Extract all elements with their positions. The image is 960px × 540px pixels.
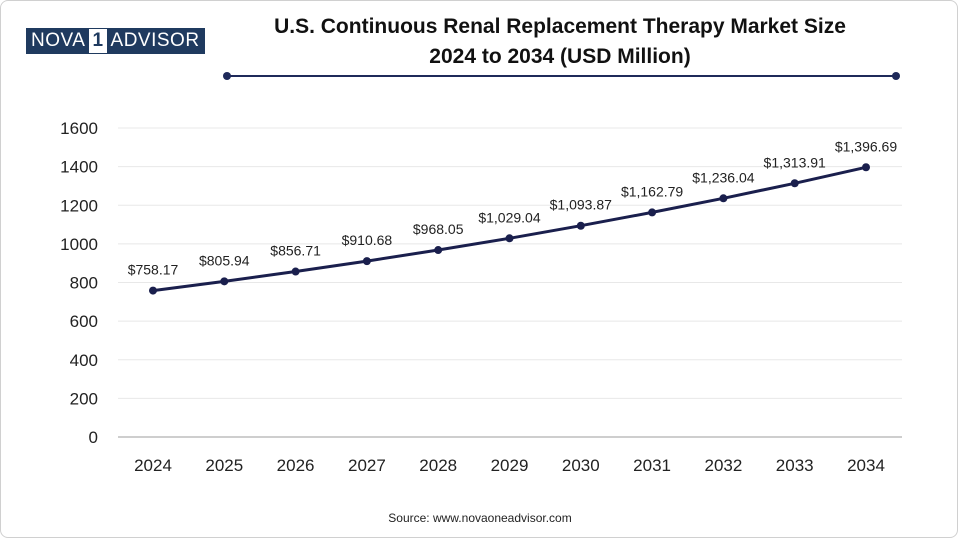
brand-logo-part2: 1 bbox=[88, 29, 108, 53]
brand-logo-part1: NOVA bbox=[27, 29, 89, 53]
brand-logo-part3: ADVISOR bbox=[107, 29, 204, 53]
data-label-2034: $1,396.69 bbox=[835, 138, 897, 154]
title-underline bbox=[227, 75, 896, 77]
data-label-2031: $1,162.79 bbox=[621, 183, 683, 199]
y-tick-label-1200: 1200 bbox=[60, 196, 98, 215]
title-underline-right-dot bbox=[892, 72, 900, 80]
data-point-2033 bbox=[790, 179, 799, 188]
y-tick-label-200: 200 bbox=[70, 389, 98, 408]
data-label-2027: $910.68 bbox=[342, 232, 393, 248]
x-tick-label-2030: 2030 bbox=[562, 456, 600, 475]
data-label-2024: $758.17 bbox=[128, 262, 179, 278]
data-labels: $758.17 $805.94 $856.71 $910.68 $968.05 $1,02… bbox=[128, 138, 898, 277]
data-label-2028: $968.05 bbox=[413, 221, 464, 237]
data-label-2032: $1,236.04 bbox=[692, 169, 754, 185]
data-label-2029: $1,029.04 bbox=[478, 209, 540, 225]
data-point-2029 bbox=[505, 234, 514, 243]
x-tick-label-2028: 2028 bbox=[419, 456, 457, 475]
y-tick-label-600: 600 bbox=[70, 312, 98, 331]
data-point-2032 bbox=[719, 194, 728, 203]
y-tick-label-400: 400 bbox=[70, 351, 98, 370]
brand-logo: NOVA 1 ADVISOR bbox=[26, 28, 205, 54]
data-label-2026: $856.71 bbox=[270, 243, 321, 259]
x-tick-label-2027: 2027 bbox=[348, 456, 386, 475]
data-point-2028 bbox=[434, 246, 443, 255]
data-label-2033: $1,313.91 bbox=[764, 154, 826, 170]
chart-title-line2: 2024 to 2034 (USD Million) bbox=[429, 45, 691, 68]
x-tick-label-2025: 2025 bbox=[205, 456, 243, 475]
x-tick-label-2032: 2032 bbox=[704, 456, 742, 475]
data-label-2025: $805.94 bbox=[199, 252, 250, 268]
gridlines bbox=[118, 127, 902, 399]
chart-title-line1: U.S. Continuous Renal Replacement Therap… bbox=[274, 15, 846, 38]
x-tick-label-2024: 2024 bbox=[134, 456, 172, 475]
data-point-2026 bbox=[291, 267, 300, 276]
data-point-2027 bbox=[362, 257, 371, 266]
data-point-2031 bbox=[648, 208, 657, 217]
data-points bbox=[149, 163, 870, 295]
data-point-2024 bbox=[149, 286, 157, 295]
data-label-2030: $1,093.87 bbox=[550, 197, 612, 213]
data-point-2025 bbox=[220, 277, 229, 286]
y-axis-ticks: 0 200 400 600 800 1000 1200 1400 1600 bbox=[60, 119, 98, 447]
data-point-2034 bbox=[862, 163, 870, 172]
title-underline-left-dot bbox=[223, 72, 231, 80]
x-tick-label-2034: 2034 bbox=[847, 456, 885, 475]
x-axis-ticks: 2024 2025 2026 2027 2028 2029 2030 2031 2032 2033… bbox=[134, 456, 885, 475]
x-tick-label-2031: 2031 bbox=[633, 456, 671, 475]
y-tick-label-800: 800 bbox=[70, 274, 98, 293]
x-tick-label-2026: 2026 bbox=[277, 456, 315, 475]
x-tick-label-2029: 2029 bbox=[491, 456, 529, 475]
y-tick-label-1400: 1400 bbox=[60, 158, 98, 177]
source-note: Source: www.novaoneadvisor.com bbox=[388, 511, 572, 525]
y-tick-label-1600: 1600 bbox=[60, 119, 98, 138]
data-point-2030 bbox=[576, 221, 585, 230]
y-tick-label-0: 0 bbox=[89, 428, 98, 447]
x-tick-label-2033: 2033 bbox=[776, 456, 814, 475]
chart-title: U.S. Continuous Renal Replacement Therap… bbox=[220, 12, 900, 72]
y-tick-label-1000: 1000 bbox=[60, 235, 98, 254]
series-line bbox=[152, 165, 867, 293]
